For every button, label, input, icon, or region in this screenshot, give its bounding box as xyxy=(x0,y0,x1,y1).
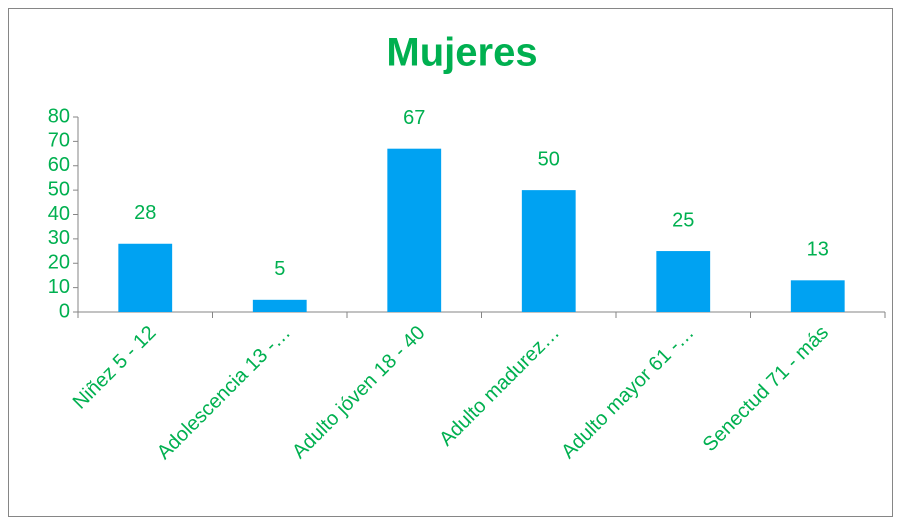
bar xyxy=(656,251,711,312)
bar xyxy=(521,190,576,312)
y-tick-label: 50 xyxy=(48,178,70,200)
bar xyxy=(252,299,307,312)
bar xyxy=(118,243,173,312)
data-label: 50 xyxy=(538,148,560,170)
y-tick-label: 30 xyxy=(48,227,70,249)
bar xyxy=(387,148,442,312)
data-label: 25 xyxy=(672,209,694,231)
y-tick-label: 40 xyxy=(48,203,70,225)
data-label: 5 xyxy=(274,258,285,280)
y-tick-label: 70 xyxy=(48,130,70,152)
y-tick-label: 0 xyxy=(59,300,70,322)
data-label: 13 xyxy=(807,239,829,261)
y-tick-label: 60 xyxy=(48,154,70,176)
y-tick-label: 10 xyxy=(48,276,70,298)
data-label: 28 xyxy=(134,202,156,224)
bar xyxy=(790,280,845,312)
data-label: 67 xyxy=(403,107,425,129)
y-tick-label: 80 xyxy=(48,105,70,127)
y-tick-label: 20 xyxy=(48,252,70,274)
chart-title: Mujeres xyxy=(386,31,537,75)
